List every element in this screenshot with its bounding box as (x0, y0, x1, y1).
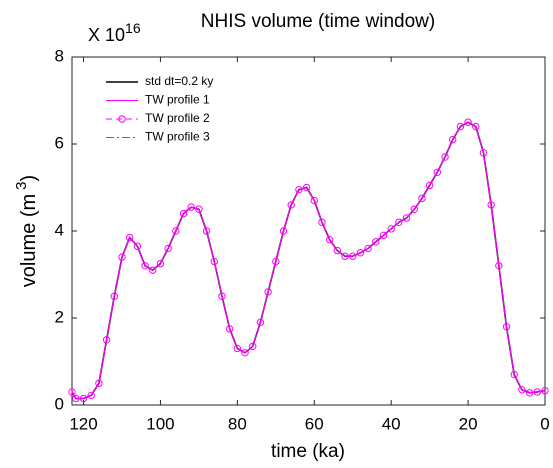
y-label-main: volume (m (18, 194, 40, 287)
data-point (195, 205, 203, 213)
data-point (218, 292, 226, 300)
data-point (410, 205, 418, 213)
data-point (418, 194, 426, 203)
data-point (279, 227, 288, 235)
y-exponent: 16 (125, 20, 141, 36)
data-point (156, 259, 165, 268)
legend-label: TW profile 3 (145, 130, 210, 144)
data-point (233, 344, 242, 353)
x-tick-label: 100 (146, 414, 174, 433)
x-tick-label: 60 (305, 414, 324, 433)
chart-title: NHIS volume (time window) (201, 11, 435, 32)
y-multiplier: X 1016 (88, 20, 141, 45)
y-tick-label: 2 (55, 307, 64, 326)
series-line (71, 121, 546, 399)
data-point (287, 201, 295, 209)
legend-label: TW profile 1 (145, 93, 210, 107)
data-point (295, 185, 303, 194)
y-label-sup: 3 (13, 181, 30, 189)
data-point (72, 394, 80, 403)
x-tick-label: 20 (459, 414, 478, 433)
data-point (333, 246, 342, 255)
y-tick-label: 0 (55, 394, 64, 413)
data-point (364, 244, 372, 253)
data-point (249, 342, 257, 350)
axes-box (71, 56, 546, 406)
data-point (110, 292, 119, 300)
data-point (510, 370, 518, 379)
data-point (272, 257, 280, 266)
data-point (310, 196, 318, 205)
data-point (325, 236, 334, 244)
data-point (133, 242, 142, 250)
data-point (125, 233, 134, 242)
x-tick-label: 120 (69, 414, 97, 433)
data-point (472, 122, 480, 131)
y-tick-label: 8 (55, 46, 64, 65)
data-point (456, 122, 465, 131)
data-point (149, 266, 157, 274)
data-point (464, 118, 472, 126)
data-point (210, 257, 218, 266)
data-point (102, 336, 111, 344)
legend-label: TW profile 2 (145, 111, 210, 125)
data-point (395, 218, 403, 227)
data-point (518, 386, 526, 394)
data-point (141, 262, 149, 270)
data-point (449, 135, 457, 144)
data-point (372, 238, 380, 246)
data-point (68, 388, 76, 396)
x-tick-label: 40 (382, 414, 401, 433)
data-point (202, 227, 211, 235)
data-point (425, 181, 434, 190)
data-point (318, 218, 326, 227)
y-label-end: ) (18, 175, 40, 182)
legend-label: std dt=0.2 ky (145, 74, 213, 88)
data-point (387, 225, 395, 233)
data-point (164, 244, 172, 253)
data-point (302, 183, 311, 192)
data-point (541, 386, 549, 395)
data-point (379, 231, 388, 240)
x-axis-label: time (ka) (271, 441, 345, 462)
y-multiplier-base: X 10 (88, 25, 125, 45)
data-point (118, 253, 126, 261)
y-axis-label: volume (m 3) (13, 175, 40, 287)
y-tick-label: 6 (55, 133, 64, 152)
data-point (179, 209, 188, 218)
data-point (341, 252, 349, 260)
data-point (95, 379, 103, 387)
data-point (441, 153, 449, 161)
data-point (402, 214, 411, 222)
data-point (433, 168, 442, 176)
data-point (356, 249, 365, 257)
data-point (187, 203, 195, 211)
y-tick-label: 4 (55, 220, 64, 239)
data-point (264, 288, 272, 296)
data-point (241, 349, 249, 357)
data-point (87, 391, 95, 400)
data-point (225, 325, 234, 333)
x-tick-label: 80 (228, 414, 247, 433)
data-point (172, 227, 180, 235)
legend-marker (118, 115, 126, 123)
x-tick-label: 0 (540, 414, 549, 433)
data-point (256, 318, 265, 327)
